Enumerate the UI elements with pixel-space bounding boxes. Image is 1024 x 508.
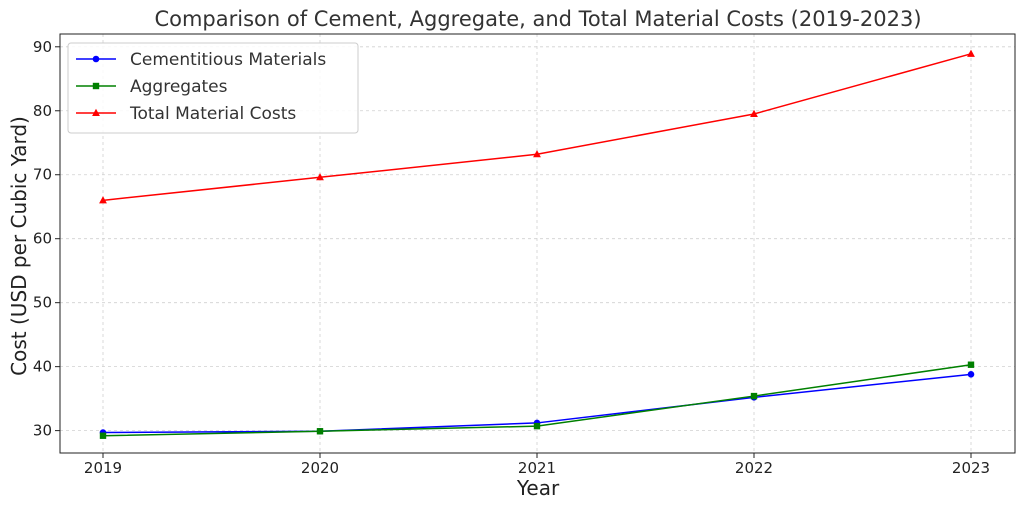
x-tick-label: 2021 [518, 459, 556, 477]
x-axis: 2019 2020 2021 2022 2023 [84, 453, 990, 477]
x-tick-label: 2019 [84, 459, 122, 477]
legend-item: Aggregates [76, 77, 228, 97]
data-point [533, 422, 541, 430]
legend: Cementitious Materials Aggregates Total Ma… [67, 42, 359, 134]
x-tick-label: 2022 [735, 459, 773, 477]
data-point [750, 392, 758, 400]
data-point [967, 371, 975, 378]
y-axis: 30 40 50 60 70 80 90 [33, 38, 60, 440]
series-1 [99, 361, 975, 439]
chart-title: Comparison of Cement, Aggregate, and Tot… [154, 7, 921, 31]
data-point [316, 173, 324, 181]
y-tick-label: 50 [33, 294, 52, 312]
data-point [967, 49, 975, 57]
legend-box [67, 42, 359, 134]
x-tick-label: 2020 [301, 459, 339, 477]
data-point [99, 432, 107, 439]
legend-label: Cementitious Materials [130, 50, 326, 70]
legend-item: Total Material Costs [76, 104, 296, 124]
y-tick-label: 40 [33, 358, 52, 376]
data-point [750, 109, 758, 117]
y-tick-label: 70 [33, 166, 52, 184]
data-point [533, 150, 541, 158]
y-tick-label: 30 [33, 422, 52, 440]
legend-label: Total Material Costs [129, 104, 296, 124]
x-tick-label: 2023 [952, 459, 990, 477]
legend-marker [92, 82, 100, 90]
data-point [99, 196, 107, 204]
y-axis-label: Cost (USD per Cubic Yard) [7, 116, 31, 376]
legend-label: Aggregates [130, 77, 228, 97]
legend-marker [92, 55, 100, 63]
y-tick-label: 90 [33, 38, 52, 56]
series-group [99, 49, 975, 439]
legend-item: Cementitious Materials [76, 50, 326, 70]
y-tick-label: 80 [33, 102, 52, 120]
series-2 [99, 49, 975, 204]
legend-marker [92, 108, 100, 116]
data-point [316, 428, 324, 435]
x-axis-label: Year [516, 476, 560, 500]
y-tick-label: 60 [33, 230, 52, 248]
data-point [967, 361, 975, 368]
grid [60, 34, 1015, 453]
